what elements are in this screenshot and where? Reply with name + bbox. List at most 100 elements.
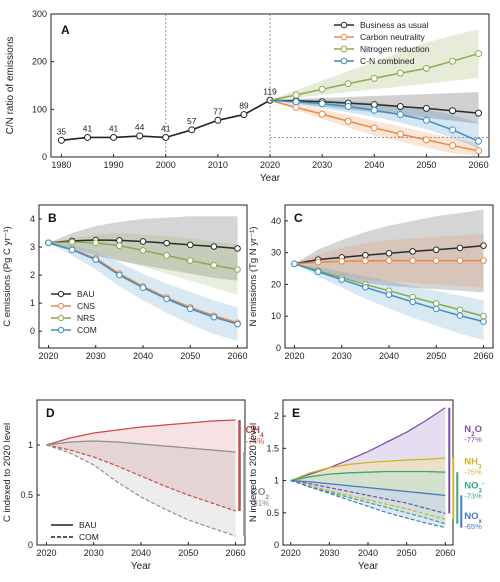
panel-b-series-point xyxy=(139,247,147,254)
panel-a-data-label: 44 xyxy=(135,122,145,132)
panel-e-nox-label-main: NO xyxy=(464,511,478,522)
panel-b-series-point xyxy=(139,284,147,292)
panel-b-series-point xyxy=(210,261,218,269)
panel-e-n2o-label-sub: 2 xyxy=(471,431,475,438)
panel-c-series-point xyxy=(362,257,369,265)
panel-d: D 2020 2030 2040 2050 2060 0 0.5 1 C indexed to 2… xyxy=(2,399,270,572)
panel-d-xtick-label: 2050 xyxy=(178,548,198,558)
panel-e-nox-label: NOx xyxy=(464,511,482,525)
panel-a-series-point xyxy=(344,80,352,88)
panel-a-xtick-label: 2010 xyxy=(208,160,228,170)
panel-a-series-point xyxy=(449,142,456,150)
panel-c-xtick-label: 2040 xyxy=(379,351,399,361)
panel-d-legend-com: COM xyxy=(79,532,99,542)
panel-c-ytick-label: 0 xyxy=(276,343,281,353)
panel-a-ytick-label: 100 xyxy=(32,104,47,114)
panel-a-series-point xyxy=(396,111,404,119)
panel-b-ytick-label: 3 xyxy=(30,242,35,252)
panel-e-no3-label-sup: - xyxy=(482,480,484,487)
panel-a-series-point xyxy=(370,74,378,82)
panel-a-xtick-label: 2020 xyxy=(260,160,280,170)
panel-e-xtick-label: 2050 xyxy=(397,548,417,558)
panel-a-series-point xyxy=(449,57,456,65)
panel-b-xtick-label: 2050 xyxy=(180,351,200,361)
panel-d-ch4-label-main: CH xyxy=(246,425,260,436)
panel-c-series-point xyxy=(480,312,487,320)
panel-d-ylabel: C indexed to 2020 level xyxy=(2,423,13,522)
panel-a-xtick-label: 2050 xyxy=(416,160,436,170)
panel-e-n2o-label: N2O xyxy=(464,424,482,438)
panel-a-series-point xyxy=(318,85,326,93)
panel-b-xtick-label: 2040 xyxy=(133,351,153,361)
panel-c-series-point xyxy=(456,244,464,252)
panel-b-series-point xyxy=(92,256,100,263)
panel-c-series-point xyxy=(456,257,464,264)
panel-c-ytick-label: 10 xyxy=(271,311,281,321)
panel-e: E 2020 2030 2040 2050 2060 0 0.5 1 1.5 2 N indexed … xyxy=(248,399,484,572)
panel-c-series-point xyxy=(385,257,393,264)
panel-d-co2-label: CO2 xyxy=(251,487,270,501)
panel-d-ytick-label: 0.5 xyxy=(20,490,33,500)
panel-a-history-point xyxy=(162,133,170,141)
panel-b-series-point xyxy=(139,238,147,245)
panel-b-legend-marker xyxy=(57,326,65,334)
panel-b-series-point xyxy=(210,243,218,250)
panel-e-bau-line xyxy=(290,457,446,482)
panel-a-series-point xyxy=(475,147,483,155)
panel-a-history-point xyxy=(240,111,248,119)
panel-a-data-label: 119 xyxy=(263,86,277,96)
panel-d-bau-line xyxy=(46,419,236,446)
panel-b-legend-label: BAU xyxy=(77,289,94,299)
panel-b-series-point xyxy=(92,239,100,247)
panel-b-series-point xyxy=(68,246,76,254)
panel-a-series-point xyxy=(475,50,483,58)
panel-a-data-label: 89 xyxy=(239,101,249,111)
panel-a-series-point xyxy=(422,136,430,144)
panel-e-ytick-label: 0.5 xyxy=(266,508,279,518)
panel-a-band xyxy=(270,29,479,101)
panel-a-xtick-label: 2060 xyxy=(469,160,489,170)
panel-c-xtick-label: 2020 xyxy=(284,351,304,361)
panel-e-nh3-change: -75% xyxy=(464,467,482,476)
panel-e-ytick-label: 1 xyxy=(274,476,279,486)
panel-b-xtick-label: 2030 xyxy=(86,351,106,361)
panel-b-xtick-label: 2020 xyxy=(38,351,58,361)
panel-a-series-point xyxy=(475,109,483,117)
panel-e-xtick-label: 2030 xyxy=(319,548,339,558)
panel-d-co2-label-main: CO xyxy=(251,487,266,498)
panel-a-legend-marker xyxy=(340,57,348,65)
panel-d-bau-line xyxy=(46,440,236,453)
panel-c-series-point xyxy=(456,312,464,319)
panel-b-series-point xyxy=(234,320,241,328)
panel-c-series-point xyxy=(432,246,440,254)
panel-d-xtick-label: 2040 xyxy=(131,548,151,558)
panel-c-series-point xyxy=(338,257,346,265)
panel-c-ylabel: N emissions (Tg N yr⁻¹) xyxy=(248,226,259,326)
panel-e-nh3-label: NH3 xyxy=(464,456,482,470)
panel-a-series-point xyxy=(370,101,378,109)
panel-c-series-point xyxy=(456,306,464,314)
panel-c-series-point xyxy=(385,291,393,298)
panel-c-series-point xyxy=(409,298,416,306)
panel-d-com-line xyxy=(46,444,236,537)
panel-e-bau-line xyxy=(290,470,446,482)
panel-b-series-point xyxy=(234,266,241,273)
panel-a-legend-label: Business as usual xyxy=(360,20,429,30)
panel-d-ch4-label-sub: 4 xyxy=(260,432,264,439)
panel-d-ytick-label: 0 xyxy=(28,540,33,550)
panel-a-series-point xyxy=(422,104,430,112)
panel-e-no3-label-main: NO xyxy=(464,480,478,491)
panel-b-series-point xyxy=(163,239,170,247)
panel-a-data-label: 77 xyxy=(213,106,223,116)
panel-e-letter: E xyxy=(292,406,300,420)
panel-b-letter: B xyxy=(48,211,57,225)
panel-a-ytick-label: 0 xyxy=(42,152,47,162)
panel-b-series-point xyxy=(116,237,123,244)
panel-b-legend-label: CNS xyxy=(77,301,95,311)
panel-a-letter: A xyxy=(61,23,70,37)
panel-c-xtick-label: 2030 xyxy=(332,351,352,361)
panel-a-data-label: 57 xyxy=(187,116,197,126)
panel-c-series-point xyxy=(432,300,440,307)
